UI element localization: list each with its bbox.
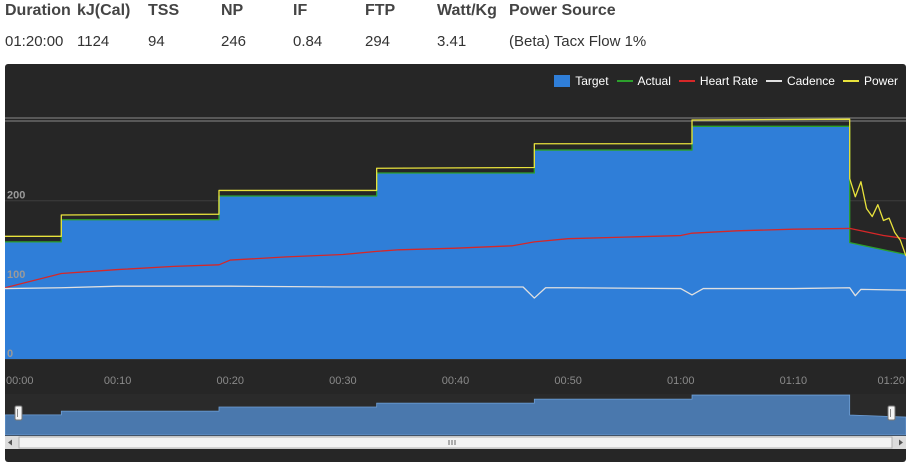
series-lines [5, 118, 906, 299]
chart-panel: 0 100 200 00:00 00:10 00:20 00:30 00:40 00:50 01… [5, 64, 906, 462]
power-chart: 0 100 200 00:00 00:10 00:20 00:30 00:40 00:50 01… [5, 117, 906, 449]
legend-item-target[interactable]: Target [554, 74, 609, 88]
power-line [5, 118, 906, 257]
stat-value: 3.41 [437, 33, 467, 50]
target-area [5, 126, 906, 359]
stat-value: 246 [221, 33, 247, 50]
legend-item-power[interactable]: Power [842, 74, 898, 88]
x-tick-label: 01:10 [780, 375, 808, 387]
x-tick-label: 00:20 [216, 375, 244, 387]
x-tick-label: 01:20 [877, 375, 905, 387]
y-tick-label: 200 [7, 190, 25, 202]
stat-value: 01:20:00 [5, 33, 64, 50]
x-tick-label: 00:10 [104, 375, 132, 387]
legend-item-heart-rate[interactable]: Heart Rate [678, 74, 758, 88]
y-tick-label: 0 [7, 348, 13, 360]
stat-value: 94 [148, 33, 165, 50]
legend-item-actual[interactable]: Actual [616, 74, 671, 88]
heart-rate-line [5, 227, 906, 289]
legend-swatch [765, 80, 782, 82]
stat-value: 0.84 [293, 33, 323, 50]
stat-value: (Beta) Tacx Flow 1% [509, 33, 647, 50]
legend-label: Cadence [786, 74, 835, 88]
legend-label: Target [575, 74, 609, 88]
stat-header: kJ(Cal) [77, 2, 131, 19]
x-tick-label: 00:00 [6, 375, 34, 387]
legend-label: Heart Rate [699, 74, 758, 88]
navigator-series [5, 394, 906, 436]
stat-header: IF [293, 2, 308, 19]
legend-swatch [678, 80, 695, 82]
legend-swatch [554, 75, 571, 87]
stat-value: 294 [365, 33, 391, 50]
legend-label: Power [863, 74, 898, 88]
stat-header: NP [221, 2, 244, 19]
stat-header: TSS [148, 2, 180, 19]
x-tick-label: 00:50 [554, 375, 582, 387]
scroll-right-arrow[interactable] [899, 439, 903, 446]
stat-value: 1124 [77, 33, 110, 50]
legend-label: Actual [637, 74, 671, 88]
stat-header: Power Source [509, 2, 616, 19]
stat-header: FTP [365, 2, 396, 19]
x-tick-label: 00:30 [329, 375, 357, 387]
stat-header: Watt/Kg [437, 2, 497, 19]
cadence-line [5, 285, 906, 299]
legend-swatch [842, 80, 859, 82]
summary-stats: Duration 01:20:00 kJ(Cal) 1124 TSS 94 NP… [0, 0, 911, 62]
legend-swatch [616, 80, 633, 82]
legend-item-cadence[interactable]: Cadence [765, 74, 835, 88]
actual-line [5, 125, 906, 256]
scroll-left-arrow[interactable] [8, 439, 12, 446]
x-axis-labels: 00:00 00:10 00:20 00:30 00:40 00:50 01:00 01:10… [6, 375, 905, 387]
navigator[interactable] [5, 394, 906, 449]
stat-header: Duration [5, 2, 71, 19]
navigator-handle[interactable] [887, 405, 896, 421]
target-area-path [5, 126, 906, 359]
x-tick-label: 01:00 [667, 375, 695, 387]
x-tick-label: 00:40 [442, 375, 470, 387]
y-axis-labels: 0 100 200 [7, 190, 25, 360]
navigator-handle[interactable] [14, 405, 23, 421]
y-tick-label: 100 [7, 269, 25, 281]
legend: Target Actual Heart Rate Cadence Power [546, 72, 898, 90]
